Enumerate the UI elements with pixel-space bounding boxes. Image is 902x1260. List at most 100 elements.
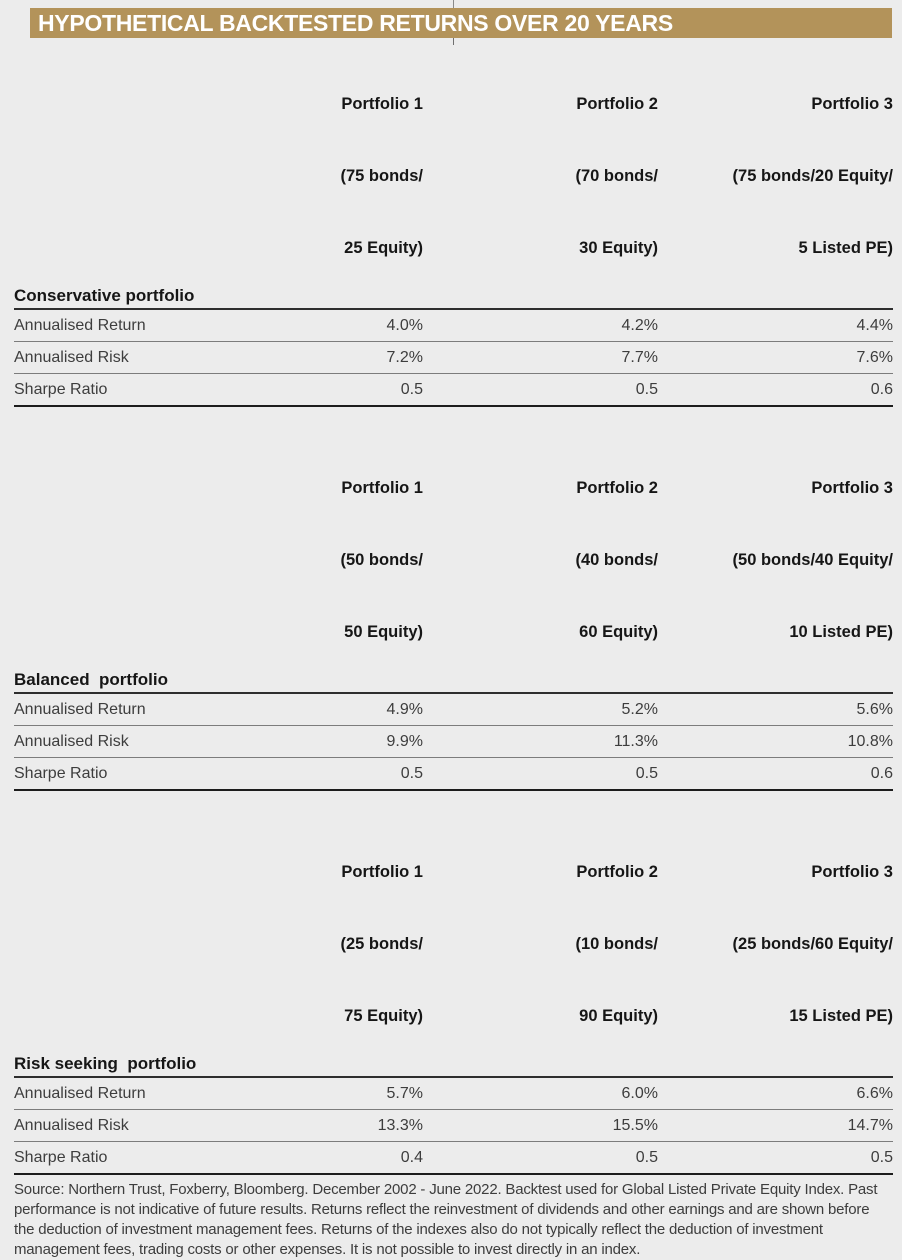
portfolio-name: Portfolio 2 [576,863,658,881]
row-label: Sharpe Ratio [14,380,108,398]
section-balanced: Balanced portfolio Portfolio 1 (50 bonds… [14,428,893,791]
table-row: Sharpe Ratio 0.4 0.5 0.5 [14,1141,893,1173]
cell-value: 0.5 [870,1148,893,1166]
portfolio-allocation-line: 10 Listed PE) [789,623,893,641]
cell-value: 11.3% [613,732,658,750]
table-row: Annualised Risk 7.2% 7.7% 7.6% [14,341,893,373]
portfolio-allocation-line: (40 bonds/ [575,551,658,569]
table-row: Annualised Risk 9.9% 11.3% 10.8% [14,725,893,757]
table-row: Annualised Return 4.9% 5.2% 5.6% [14,694,893,725]
portfolio-name: Portfolio 1 [341,863,423,881]
cell-value: 0.5 [635,764,658,782]
section-conservative: Conservative portfolio Portfolio 1 (75 b… [14,44,893,407]
cell-value: 4.9% [386,700,423,718]
cell-value: 4.0% [386,316,423,334]
cell-value: 13.3% [377,1116,423,1134]
cell-value: 5.7% [386,1084,423,1102]
cell-value: 9.9% [386,732,423,750]
cell-value: 10.8% [847,732,893,750]
artifact-tick-top [453,0,454,8]
table-row: Annualised Return 5.7% 6.0% 6.6% [14,1078,893,1109]
cell-value: 0.5 [400,764,423,782]
cell-value: 5.2% [621,700,658,718]
column-header-portfolio-1: Portfolio 1 (75 bonds/ 25 Equity) [188,44,423,308]
portfolio-allocation-line: 90 Equity) [579,1007,658,1025]
row-label: Sharpe Ratio [14,1148,108,1166]
portfolio-allocation-line: (50 bonds/40 Equity/ [732,551,893,569]
section-header-row: Conservative portfolio Portfolio 1 (75 b… [14,44,893,308]
portfolio-allocation-line: (70 bonds/ [575,167,658,185]
cell-value: 5.6% [856,700,893,718]
cell-value: 4.2% [621,316,658,334]
cell-value: 0.5 [635,1148,658,1166]
column-header-portfolio-3: Portfolio 3 (75 bonds/20 Equity/ 5 Liste… [658,44,893,308]
portfolio-name: Portfolio 2 [576,479,658,497]
portfolio-name: Portfolio 3 [811,863,893,881]
row-label: Annualised Risk [14,1116,129,1134]
table-row: Sharpe Ratio 0.5 0.5 0.6 [14,373,893,405]
footnote: Source: Northern Trust, Foxberry, Bloomb… [14,1181,878,1258]
table-row: Annualised Return 4.0% 4.2% 4.4% [14,310,893,341]
column-header-portfolio-1: Portfolio 1 (25 bonds/ 75 Equity) [188,812,423,1076]
cell-value: 15.5% [612,1116,658,1134]
cell-value: 14.7% [847,1116,893,1134]
portfolio-allocation-line: 75 Equity) [344,1007,423,1025]
cell-value: 0.5 [400,380,423,398]
section-label: Conservative portfolio [14,286,195,305]
portfolio-allocation-line: (25 bonds/ [340,935,423,953]
column-header-portfolio-2: Portfolio 2 (70 bonds/ 30 Equity) [423,44,658,308]
portfolio-name: Portfolio 3 [811,95,893,113]
section-rows: Annualised Return 4.0% 4.2% 4.4% Annuali… [14,308,893,407]
column-header-portfolio-2: Portfolio 2 (40 bonds/ 60 Equity) [423,428,658,692]
section-rows: Annualised Return 5.7% 6.0% 6.6% Annuali… [14,1076,893,1175]
cell-value: 7.2% [386,348,423,366]
row-label: Sharpe Ratio [14,764,108,782]
cell-value: 7.7% [621,348,658,366]
column-header-portfolio-3: Portfolio 3 (25 bonds/60 Equity/ 15 List… [658,812,893,1076]
column-header-portfolio-2: Portfolio 2 (10 bonds/ 90 Equity) [423,812,658,1076]
section-rows: Annualised Return 4.9% 5.2% 5.6% Annuali… [14,692,893,791]
table-row: Sharpe Ratio 0.5 0.5 0.6 [14,757,893,789]
row-label: Annualised Return [14,700,146,718]
section-header-row: Risk seeking portfolio Portfolio 1 (25 b… [14,812,893,1076]
page: HYPOTHETICAL BACKTESTED RETURNS OVER 20 … [14,0,893,1258]
portfolio-allocation-line: 50 Equity) [344,623,423,641]
portfolio-allocation-line: 30 Equity) [579,239,658,257]
page-title: HYPOTHETICAL BACKTESTED RETURNS OVER 20 … [38,9,673,36]
row-label: Annualised Return [14,316,146,334]
portfolio-name: Portfolio 3 [811,479,893,497]
portfolio-name: Portfolio 1 [341,95,423,113]
cell-value: 4.4% [856,316,893,334]
cell-value: 6.6% [856,1084,893,1102]
row-label: Annualised Return [14,1084,146,1102]
artifact-tick-bottom [453,38,454,45]
portfolio-name: Portfolio 1 [341,479,423,497]
portfolio-allocation-line: (25 bonds/60 Equity/ [732,935,893,953]
portfolio-allocation-line: 15 Listed PE) [789,1007,893,1025]
portfolio-allocation-line: (10 bonds/ [575,935,658,953]
cell-value: 6.0% [621,1084,658,1102]
portfolio-allocation-line: 5 Listed PE) [798,239,893,257]
section-risk-seeking: Risk seeking portfolio Portfolio 1 (25 b… [14,812,893,1175]
portfolio-allocation-line: (75 bonds/ [340,167,423,185]
cell-value: 0.6 [870,764,893,782]
title-bar: HYPOTHETICAL BACKTESTED RETURNS OVER 20 … [30,8,892,38]
cell-value: 7.6% [856,348,893,366]
column-header-portfolio-1: Portfolio 1 (50 bonds/ 50 Equity) [188,428,423,692]
portfolio-allocation-line: (75 bonds/20 Equity/ [732,167,893,185]
cell-value: 0.6 [870,380,893,398]
portfolio-allocation-line: 25 Equity) [344,239,423,257]
portfolio-allocation-line: 60 Equity) [579,623,658,641]
section-label: Balanced portfolio [14,670,168,689]
row-label: Annualised Risk [14,732,129,750]
section-label: Risk seeking portfolio [14,1054,197,1073]
column-header-portfolio-3: Portfolio 3 (50 bonds/40 Equity/ 10 List… [658,428,893,692]
portfolio-name: Portfolio 2 [576,95,658,113]
cell-value: 0.5 [635,380,658,398]
row-label: Annualised Risk [14,348,129,366]
cell-value: 0.4 [400,1148,423,1166]
table-row: Annualised Risk 13.3% 15.5% 14.7% [14,1109,893,1141]
section-header-row: Balanced portfolio Portfolio 1 (50 bonds… [14,428,893,692]
portfolio-table: Conservative portfolio Portfolio 1 (75 b… [14,38,893,1260]
portfolio-allocation-line: (50 bonds/ [340,551,423,569]
